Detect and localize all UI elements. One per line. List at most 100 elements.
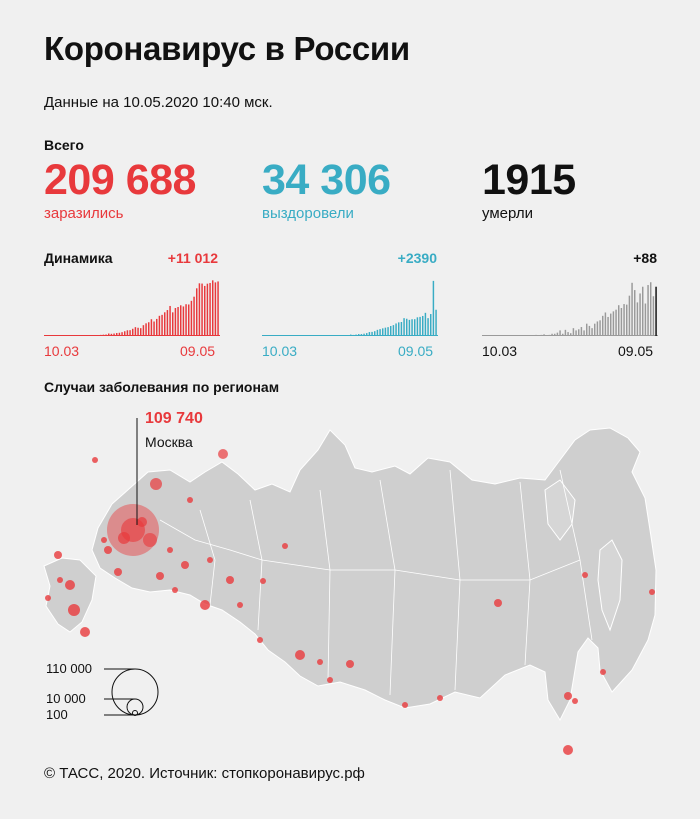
- chart-bar: [527, 335, 529, 336]
- region-marker: [257, 637, 263, 643]
- chart-bar: [631, 282, 633, 336]
- chart-bar: [586, 323, 588, 336]
- chart-bar: [567, 332, 569, 336]
- chart-bar: [137, 327, 139, 336]
- legend-label-small: 100: [46, 707, 68, 722]
- chart-bar: [580, 327, 583, 336]
- chart-bar: [655, 286, 657, 336]
- recovered-x-start: 10.03: [262, 343, 298, 359]
- chart-bar: [124, 331, 126, 336]
- chart-bar: [126, 330, 129, 336]
- chart-bar: [97, 335, 99, 336]
- region-marker: [172, 587, 178, 593]
- region-marker: [156, 572, 164, 580]
- chart-bar: [145, 323, 147, 336]
- deaths-x-end: 09.05: [618, 343, 654, 359]
- chart-bar: [196, 288, 198, 336]
- chart-bar: [556, 332, 559, 336]
- chart-bar: [424, 312, 427, 336]
- chart-bar: [352, 334, 355, 336]
- chart-bar: [636, 302, 639, 336]
- region-marker: [181, 561, 189, 569]
- chart-bar: [400, 322, 403, 336]
- totals-label: Всего: [44, 137, 84, 153]
- chart-bar: [634, 290, 636, 336]
- chart-bar: [543, 334, 545, 336]
- recovered-dynamics-chart: [262, 280, 438, 336]
- chart-bar: [212, 280, 214, 336]
- region-marker: [167, 547, 173, 553]
- region-marker: [187, 497, 193, 503]
- infected-delta: +11 012: [167, 250, 218, 266]
- chart-bar: [419, 316, 421, 336]
- chart-bar: [591, 328, 593, 336]
- data-date: Данные на 10.05.2020 10:40 мск.: [44, 94, 273, 111]
- chart-bar: [422, 315, 424, 336]
- chart-bar: [430, 314, 432, 336]
- chart-bar: [575, 330, 577, 336]
- region-marker: [200, 600, 210, 610]
- deaths-dynamics-chart: [482, 282, 658, 336]
- chart-bar: [583, 330, 585, 336]
- chart-bar: [156, 318, 158, 336]
- chart-bar: [642, 286, 644, 336]
- region-marker: [649, 589, 655, 595]
- chart-bar: [169, 305, 171, 336]
- region-marker: [137, 517, 147, 527]
- chart-bar: [615, 309, 617, 336]
- chart-bar: [206, 283, 209, 336]
- chart-bar: [164, 312, 166, 336]
- chart-bar: [100, 334, 102, 336]
- region-marker: [295, 650, 305, 660]
- chart-bar: [193, 296, 195, 336]
- chart-bar: [546, 335, 548, 336]
- region-marker: [327, 677, 333, 683]
- chart-bar: [432, 280, 435, 336]
- chart-bar: [113, 333, 115, 336]
- recovered-delta: +2390: [397, 250, 437, 266]
- chart-bar: [355, 334, 357, 336]
- region-marker: [57, 577, 63, 583]
- chart-bar: [639, 293, 641, 336]
- region-marker: [65, 580, 75, 590]
- chart-bar: [363, 333, 365, 336]
- chart-bar: [134, 327, 137, 336]
- chart-bar: [174, 308, 177, 336]
- chart-bar: [524, 335, 527, 336]
- chart-bar: [408, 319, 411, 336]
- chart-bar: [530, 335, 532, 336]
- chart-bar: [371, 331, 373, 336]
- region-marker: [207, 557, 213, 563]
- legend-label-large: 110 000: [46, 661, 93, 676]
- chart-bar: [148, 322, 150, 336]
- region-marker: [45, 595, 51, 601]
- region-case-markers: [45, 449, 655, 755]
- chart-bar: [607, 316, 609, 336]
- infected-dynamics-chart: [44, 280, 220, 336]
- chart-bar: [350, 334, 352, 336]
- chart-bar: [368, 332, 371, 336]
- dynamics-label: Динамика: [44, 250, 113, 266]
- region-marker: [80, 627, 90, 637]
- chart-bar: [142, 325, 145, 336]
- region-marker: [68, 604, 80, 616]
- chart-bar: [554, 333, 556, 336]
- chart-bar: [217, 281, 219, 336]
- chart-bar: [366, 333, 368, 336]
- region-marker: [346, 660, 354, 668]
- chart-bar: [344, 335, 347, 336]
- region-marker: [92, 457, 98, 463]
- region-marker: [402, 702, 408, 708]
- region-marker: [218, 449, 228, 459]
- chart-bar: [89, 335, 91, 336]
- moscow-cases: 109 740: [145, 410, 203, 427]
- page-title: Коронавирус в России: [44, 30, 410, 67]
- recovered-x-end: 09.05: [398, 343, 434, 359]
- moscow-label: Москва: [145, 434, 193, 450]
- chart-bar: [121, 332, 123, 336]
- infected-label: заразились: [44, 205, 124, 222]
- chart-bar: [105, 334, 107, 336]
- infected-x-end: 09.05: [180, 343, 216, 359]
- chart-bar: [198, 283, 201, 336]
- region-marker: [317, 659, 323, 665]
